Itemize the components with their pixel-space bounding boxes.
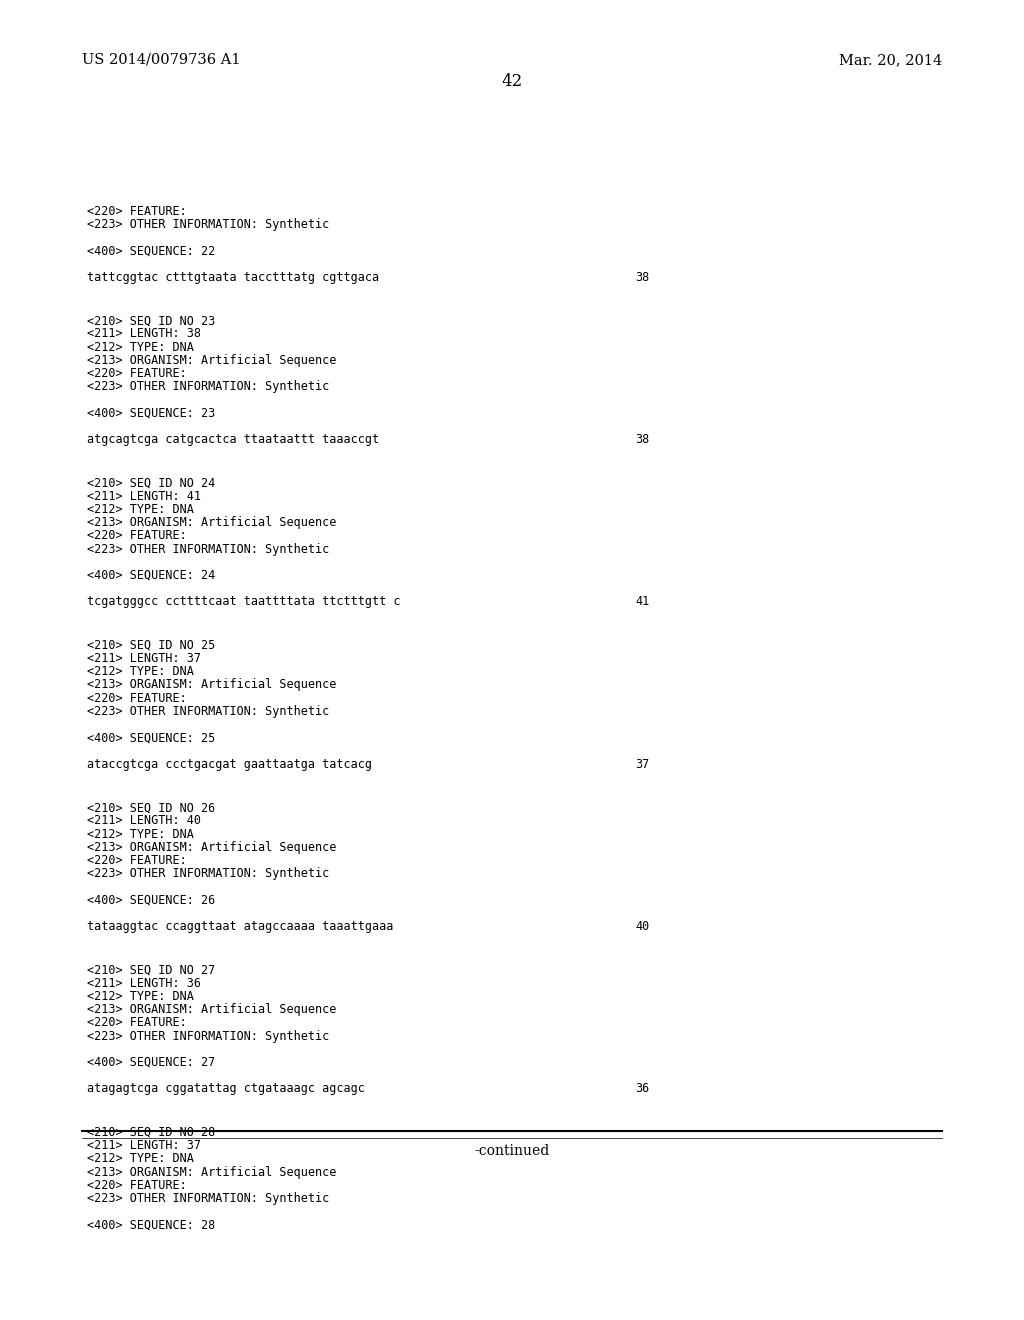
Text: <211> LENGTH: 37: <211> LENGTH: 37 [87, 652, 201, 665]
Text: atgcagtcga catgcactca ttaataattt taaaccgt: atgcagtcga catgcactca ttaataattt taaaccg… [87, 433, 379, 446]
Text: <212> TYPE: DNA: <212> TYPE: DNA [87, 503, 194, 516]
Text: <400> SEQUENCE: 28: <400> SEQUENCE: 28 [87, 1218, 215, 1232]
Text: <211> LENGTH: 41: <211> LENGTH: 41 [87, 490, 201, 503]
Text: <212> TYPE: DNA: <212> TYPE: DNA [87, 990, 194, 1003]
Text: <220> FEATURE:: <220> FEATURE: [87, 854, 186, 867]
Text: <400> SEQUENCE: 24: <400> SEQUENCE: 24 [87, 569, 215, 582]
Text: <223> OTHER INFORMATION: Synthetic: <223> OTHER INFORMATION: Synthetic [87, 867, 330, 880]
Text: <211> LENGTH: 37: <211> LENGTH: 37 [87, 1139, 201, 1152]
Text: <211> LENGTH: 38: <211> LENGTH: 38 [87, 327, 201, 341]
Text: 42: 42 [502, 73, 522, 90]
Text: US 2014/0079736 A1: US 2014/0079736 A1 [82, 53, 241, 67]
Text: 37: 37 [635, 758, 649, 771]
Text: ataccgtcga ccctgacgat gaattaatga tatcacg: ataccgtcga ccctgacgat gaattaatga tatcacg [87, 758, 372, 771]
Text: <400> SEQUENCE: 27: <400> SEQUENCE: 27 [87, 1056, 215, 1069]
Text: <220> FEATURE:: <220> FEATURE: [87, 367, 186, 380]
Text: <212> TYPE: DNA: <212> TYPE: DNA [87, 665, 194, 678]
Text: tattcggtac ctttgtaata tacctttatg cgttgaca: tattcggtac ctttgtaata tacctttatg cgttgac… [87, 271, 379, 284]
Text: <210> SEQ ID NO 26: <210> SEQ ID NO 26 [87, 801, 215, 814]
Text: <211> LENGTH: 40: <211> LENGTH: 40 [87, 814, 201, 828]
Text: 38: 38 [635, 433, 649, 446]
Text: <220> FEATURE:: <220> FEATURE: [87, 1016, 186, 1030]
Text: tcgatgggcc ccttttcaat taattttata ttctttgtt c: tcgatgggcc ccttttcaat taattttata ttctttg… [87, 595, 400, 609]
Text: <400> SEQUENCE: 26: <400> SEQUENCE: 26 [87, 894, 215, 907]
Text: <220> FEATURE:: <220> FEATURE: [87, 1179, 186, 1192]
Text: <210> SEQ ID NO 25: <210> SEQ ID NO 25 [87, 639, 215, 652]
Text: <213> ORGANISM: Artificial Sequence: <213> ORGANISM: Artificial Sequence [87, 354, 337, 367]
Text: <223> OTHER INFORMATION: Synthetic: <223> OTHER INFORMATION: Synthetic [87, 1192, 330, 1205]
Text: <213> ORGANISM: Artificial Sequence: <213> ORGANISM: Artificial Sequence [87, 516, 337, 529]
Text: <220> FEATURE:: <220> FEATURE: [87, 692, 186, 705]
Text: 40: 40 [635, 920, 649, 933]
Text: <210> SEQ ID NO 28: <210> SEQ ID NO 28 [87, 1126, 215, 1139]
Text: <213> ORGANISM: Artificial Sequence: <213> ORGANISM: Artificial Sequence [87, 1003, 337, 1016]
Text: tataaggtac ccaggttaat atagccaaaa taaattgaaa: tataaggtac ccaggttaat atagccaaaa taaattg… [87, 920, 393, 933]
Text: <400> SEQUENCE: 23: <400> SEQUENCE: 23 [87, 407, 215, 420]
Text: Mar. 20, 2014: Mar. 20, 2014 [839, 53, 942, 67]
Text: <210> SEQ ID NO 24: <210> SEQ ID NO 24 [87, 477, 215, 490]
Text: <223> OTHER INFORMATION: Synthetic: <223> OTHER INFORMATION: Synthetic [87, 705, 330, 718]
Text: <212> TYPE: DNA: <212> TYPE: DNA [87, 341, 194, 354]
Text: 38: 38 [635, 271, 649, 284]
Text: <400> SEQUENCE: 22: <400> SEQUENCE: 22 [87, 244, 215, 257]
Text: <213> ORGANISM: Artificial Sequence: <213> ORGANISM: Artificial Sequence [87, 841, 337, 854]
Text: <213> ORGANISM: Artificial Sequence: <213> ORGANISM: Artificial Sequence [87, 1166, 337, 1179]
Text: -continued: -continued [474, 1144, 550, 1159]
Text: <212> TYPE: DNA: <212> TYPE: DNA [87, 828, 194, 841]
Text: <223> OTHER INFORMATION: Synthetic: <223> OTHER INFORMATION: Synthetic [87, 218, 330, 231]
Text: <223> OTHER INFORMATION: Synthetic: <223> OTHER INFORMATION: Synthetic [87, 380, 330, 393]
Text: <220> FEATURE:: <220> FEATURE: [87, 529, 186, 543]
Text: <223> OTHER INFORMATION: Synthetic: <223> OTHER INFORMATION: Synthetic [87, 543, 330, 556]
Text: <400> SEQUENCE: 25: <400> SEQUENCE: 25 [87, 731, 215, 744]
Text: <212> TYPE: DNA: <212> TYPE: DNA [87, 1152, 194, 1166]
Text: 36: 36 [635, 1082, 649, 1096]
Text: <211> LENGTH: 36: <211> LENGTH: 36 [87, 977, 201, 990]
Text: <220> FEATURE:: <220> FEATURE: [87, 205, 186, 218]
Text: 41: 41 [635, 595, 649, 609]
Text: atagagtcga cggatattag ctgataaagc agcagc: atagagtcga cggatattag ctgataaagc agcagc [87, 1082, 365, 1096]
Text: <210> SEQ ID NO 23: <210> SEQ ID NO 23 [87, 314, 215, 327]
Text: <213> ORGANISM: Artificial Sequence: <213> ORGANISM: Artificial Sequence [87, 678, 337, 692]
Text: <223> OTHER INFORMATION: Synthetic: <223> OTHER INFORMATION: Synthetic [87, 1030, 330, 1043]
Text: <210> SEQ ID NO 27: <210> SEQ ID NO 27 [87, 964, 215, 977]
